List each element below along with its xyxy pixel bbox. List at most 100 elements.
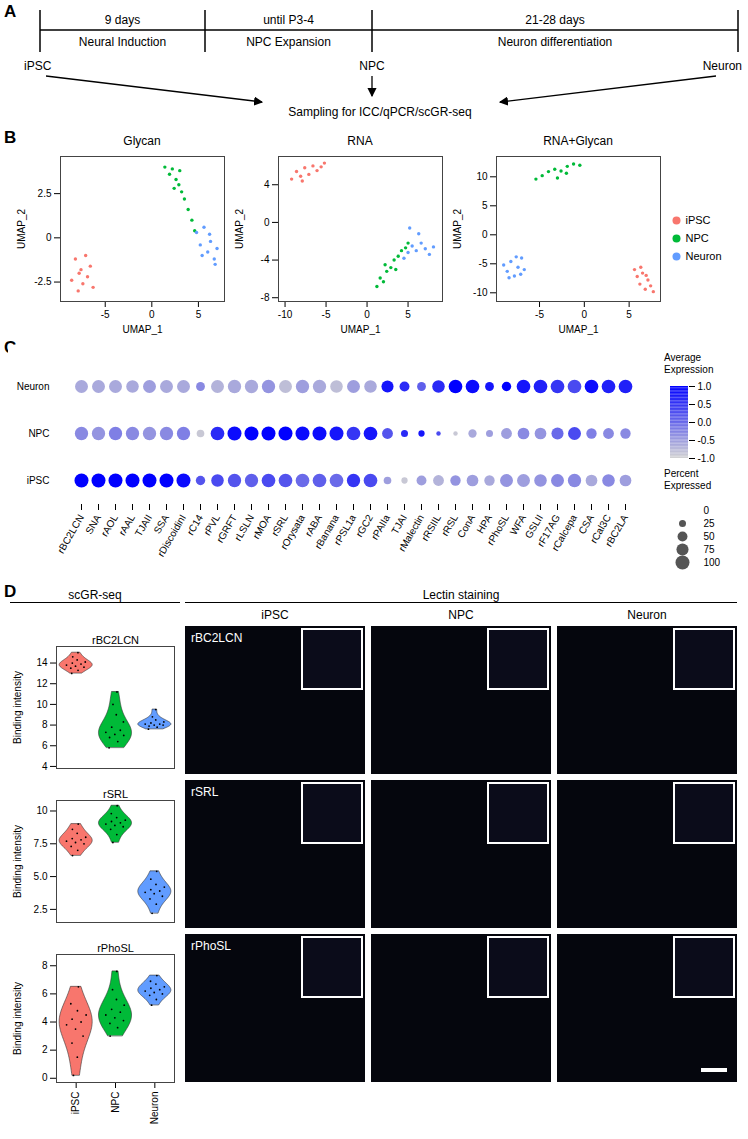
svg-text:0: 0 [482,229,488,240]
svg-text:21-28 days: 21-28 days [525,13,584,27]
svg-text:rPAIIa: rPAIIa [369,512,392,541]
svg-text:rGRFT: rGRFT [214,512,239,545]
svg-text:rOrysata: rOrysata [278,512,307,552]
svg-text:UMAP_1: UMAP_1 [558,324,598,335]
svg-text:75: 75 [704,544,716,555]
svg-text:4: 4 [42,761,48,772]
svg-text:rBC2LCN: rBC2LCN [55,513,86,556]
svg-text:rDiscoidinI: rDiscoidinI [155,513,188,559]
svg-text:Binding intensity: Binding intensity [12,982,23,1055]
svg-text:0: 0 [364,309,370,320]
svg-text:rPSL1a: rPSL1a [332,512,358,547]
svg-text:rMOA: rMOA [250,512,273,540]
svg-text:10: 10 [36,805,48,816]
svg-text:14: 14 [36,657,48,668]
svg-text:ConA: ConA [455,512,477,539]
svg-text:12: 12 [36,678,48,689]
svg-text:Neural Induction: Neural Induction [79,35,166,49]
svg-text:NPC: NPC [686,232,709,244]
svg-text:rBC2LCN: rBC2LCN [92,634,139,646]
svg-text:-5: -5 [535,309,544,320]
svg-text:0: 0 [42,1072,48,1083]
svg-text:rF17AG: rF17AG [535,512,562,549]
svg-text:-4: -4 [261,254,270,265]
svg-text:6: 6 [42,988,48,999]
svg-text:NPC: NPC [359,59,385,73]
svg-text:10: 10 [476,171,488,182]
svg-text:-2.5: -2.5 [34,276,52,287]
svg-text:TJAII: TJAII [133,513,154,539]
svg-text:rBanana: rBanana [312,512,341,551]
svg-text:-10: -10 [278,309,293,320]
svg-text:4: 4 [264,179,270,190]
svg-text:rCal3C: rCal3C [587,512,613,546]
svg-text:iPSC: iPSC [24,59,52,73]
svg-text:6: 6 [42,740,48,751]
svg-text:Neuron: Neuron [149,1092,160,1125]
svg-text:5: 5 [626,309,632,320]
svg-text:Binding intensity: Binding intensity [12,825,23,898]
svg-text:rSRL: rSRL [103,788,128,800]
svg-text:iPSC: iPSC [70,1092,81,1115]
svg-text:2.5: 2.5 [34,904,48,915]
svg-text:UMAP_2: UMAP_2 [234,209,245,249]
svg-text:rAOL: rAOL [99,512,120,538]
svg-text:0: 0 [582,309,588,320]
svg-text:Sampling for ICC/qPCR/scGR-seq: Sampling for ICC/qPCR/scGR-seq [288,105,471,119]
svg-text:UMAP_1: UMAP_1 [340,324,380,335]
svg-text:5: 5 [482,200,488,211]
svg-text:8: 8 [42,960,48,971]
svg-text:0: 0 [46,232,52,243]
svg-text:-1.0: -1.0 [698,453,716,464]
svg-text:iPSC: iPSC [27,475,50,486]
svg-text:5: 5 [405,309,411,320]
svg-text:Neuron: Neuron [17,381,50,392]
svg-text:rBC2LA: rBC2LA [603,512,630,548]
svg-text:NPC Expansion: NPC Expansion [246,35,331,49]
svg-text:1.0: 1.0 [698,381,712,392]
svg-text:-5: -5 [479,258,488,269]
svg-text:7.5: 7.5 [34,838,48,849]
svg-text:0: 0 [704,505,710,516]
svg-text:4: 4 [42,1016,48,1027]
svg-text:5.0: 5.0 [34,871,48,882]
svg-text:-5: -5 [322,309,331,320]
svg-text:iPSC: iPSC [686,214,711,226]
svg-text:UMAP_2: UMAP_2 [452,209,463,249]
svg-text:-10: -10 [473,287,488,298]
svg-text:rCalcepa: rCalcepa [549,512,579,553]
svg-text:rPhoSL: rPhoSL [97,942,134,954]
svg-text:rLSLN: rLSLN [232,513,256,543]
svg-text:2.5: 2.5 [38,188,52,199]
svg-text:0: 0 [264,217,270,228]
svg-text:rRSIIL: rRSIIL [419,512,443,542]
svg-text:0: 0 [149,309,155,320]
svg-text:UMAP_1: UMAP_1 [122,324,162,335]
svg-text:rPhoSL: rPhoSL [485,512,511,547]
svg-text:9 days: 9 days [105,13,140,27]
svg-text:Neuron differentiation: Neuron differentiation [498,35,613,49]
svg-text:2: 2 [42,1044,48,1055]
svg-text:-5: -5 [101,309,110,320]
svg-text:until P3-4: until P3-4 [263,13,314,27]
svg-text:Neuron: Neuron [686,250,722,262]
svg-text:-0.5: -0.5 [698,435,716,446]
svg-text:50: 50 [704,531,716,542]
html-text:Percent Expressed: Percent Expressed [664,468,712,491]
svg-text:NPC: NPC [110,1092,121,1113]
svg-text:0.0: 0.0 [698,417,712,428]
svg-text:100: 100 [704,557,721,568]
svg-text:-8: -8 [261,292,270,303]
svg-text:25: 25 [704,518,716,529]
svg-text:10: 10 [36,699,48,710]
svg-text:GSLII: GSLII [522,512,545,541]
svg-text:NPC: NPC [28,428,49,439]
svg-text:8: 8 [42,719,48,730]
html-text:Average Expression: Average Expression [664,352,714,375]
svg-text:UMAP_2: UMAP_2 [16,209,27,249]
svg-text:5: 5 [196,309,202,320]
svg-text:0.5: 0.5 [698,399,712,410]
svg-text:Neuron: Neuron [703,59,742,73]
svg-text:Binding intensity: Binding intensity [12,671,23,744]
svg-text:rMalectin: rMalectin [396,512,426,554]
